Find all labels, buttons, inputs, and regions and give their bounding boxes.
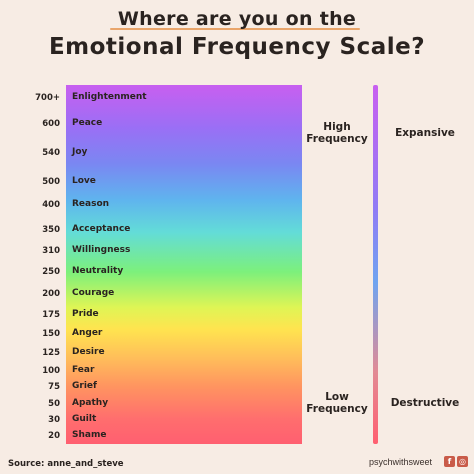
level-name: Shame: [72, 430, 107, 440]
level-name: Joy: [72, 147, 88, 157]
level-name: Reason: [72, 199, 110, 209]
creator-handle: psychwithsweet: [369, 457, 433, 467]
level-name: Willingness: [72, 245, 131, 255]
level-name: Pride: [72, 309, 99, 319]
level-value: 175: [42, 310, 60, 320]
level-value: 75: [48, 382, 60, 392]
level-value: 200: [42, 289, 60, 299]
level-name: Apathy: [72, 398, 109, 408]
level-name: Enlightenment: [72, 92, 147, 102]
title-underline: [110, 28, 360, 30]
level-name: Acceptance: [72, 224, 131, 234]
low-label-line-1: Low: [325, 391, 349, 403]
level-value: 600: [42, 119, 60, 129]
level-name: Guilt: [72, 414, 97, 424]
level-value: 20: [48, 431, 60, 441]
spectrum-side-bar: [373, 85, 378, 444]
expansive-label: Expansive: [395, 127, 455, 139]
level-value: 125: [42, 348, 60, 358]
level-value: 100: [42, 366, 60, 376]
source-credit: Source: anne_and_steve: [8, 459, 124, 469]
level-value: 50: [48, 399, 60, 409]
level-value: 350: [42, 225, 60, 235]
level-value: 310: [42, 246, 60, 256]
level-name: Love: [72, 176, 96, 186]
level-value: 250: [42, 267, 60, 277]
frequency-gradient-bar: [66, 85, 302, 444]
level-name: Anger: [72, 328, 103, 338]
high-label-line-1: High: [323, 121, 351, 133]
high-label-line-2: Frequency: [306, 133, 368, 145]
low-label-line-2: Frequency: [306, 403, 368, 415]
level-name: Desire: [72, 347, 105, 357]
level-name: Fear: [72, 365, 95, 375]
level-value: 30: [48, 415, 60, 425]
level-name: Peace: [72, 118, 103, 128]
instagram-icon: ◎: [457, 456, 468, 467]
level-value: 150: [42, 329, 60, 339]
level-value: 540: [42, 148, 60, 158]
level-name: Neutrality: [72, 266, 124, 276]
low-frequency-label: Low Frequency: [306, 391, 368, 415]
level-value: 400: [42, 200, 60, 210]
high-frequency-label: High Frequency: [306, 121, 368, 145]
destructive-label: Destructive: [390, 397, 460, 409]
level-value: 700+: [35, 93, 60, 103]
level-name: Courage: [72, 288, 115, 298]
title-line-2: Emotional Frequency Scale?: [48, 34, 426, 60]
level-name: Grief: [72, 381, 97, 391]
level-value: 500: [42, 177, 60, 187]
facebook-icon: f: [444, 456, 455, 467]
title-line-1: Where are you on the: [117, 8, 357, 30]
